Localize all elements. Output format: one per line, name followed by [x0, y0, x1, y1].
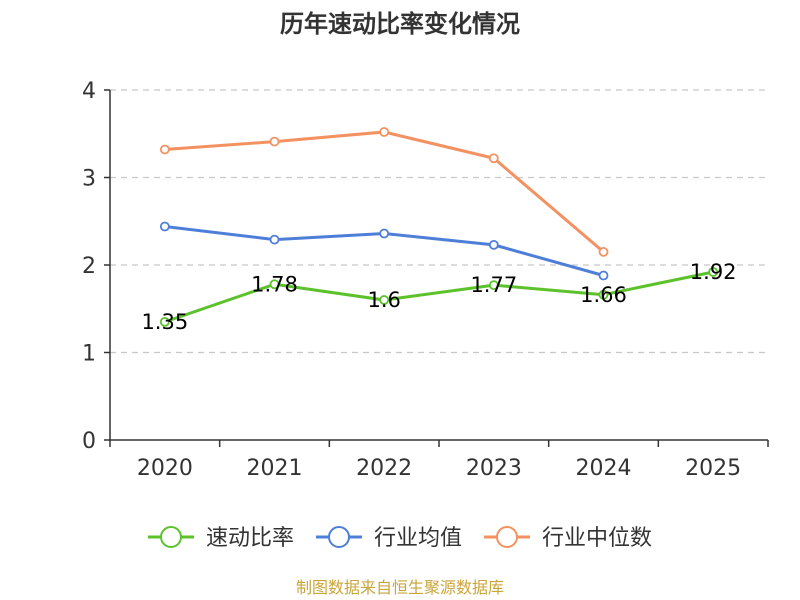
legend-label-0: 速动比率 [206, 526, 294, 551]
series-1-point-2021 [269, 234, 280, 245]
legend-marker-1 [328, 526, 350, 548]
x-tick-label-2023: 2023 [466, 456, 522, 481]
legend-marker-2 [496, 526, 518, 548]
series-0-point-2022 [379, 295, 390, 305]
data-label-2020: 1.35 [141, 310, 188, 334]
data-label-2023: 1.77 [470, 273, 517, 297]
x-tick-label-2025: 2025 [685, 456, 741, 481]
series-1-point-2020 [159, 221, 170, 232]
y-tick-label-2: 2 [82, 254, 96, 279]
grid-lines [110, 89, 768, 354]
legend-label-2: 行业中位数 [542, 526, 652, 551]
series-0-point-2023 [488, 280, 499, 291]
x-tick-label-2021: 2021 [247, 456, 303, 481]
y-tick-label-4: 4 [82, 79, 96, 104]
data-label-2024: 1.66 [580, 283, 627, 307]
data-labels: 1.35 1.78 1.6 1.77 1.66 1.92 [141, 260, 736, 334]
data-label-2022: 1.6 [367, 288, 400, 312]
x-tick-label-2020: 2020 [137, 456, 193, 481]
x-tick-label-2022: 2022 [356, 456, 412, 481]
series-2-point-2024 [598, 246, 609, 257]
legend-label-1: 行业均值 [374, 526, 462, 551]
data-label-2021: 1.78 [251, 272, 298, 296]
series-0-point-2020 [159, 316, 170, 327]
series-line-0 [163, 270, 715, 324]
series-2-point-2020 [159, 144, 170, 155]
y-axis: 0 1 2 3 4 [82, 79, 111, 454]
y-tick-label-3: 3 [82, 167, 96, 192]
series-1-point-2024 [598, 270, 609, 281]
data-label-2025: 1.92 [690, 260, 737, 284]
y-tick-label-0: 0 [82, 429, 96, 454]
series-1-point-2022 [379, 228, 390, 239]
source-note: 制图数据来自恒生聚源数据库 [296, 578, 504, 597]
x-tick-label-2024: 2024 [576, 456, 632, 481]
series-1-point-2023 [488, 239, 499, 250]
legend-marker-0 [160, 526, 182, 548]
series-0-point-2024 [598, 289, 609, 300]
series-2-point-2022 [379, 127, 390, 137]
series-group [159, 127, 719, 327]
series-0-point-2021 [269, 279, 280, 290]
chart-title: 历年速动比率变化情况 [280, 10, 520, 38]
series-0-point-2025 [708, 267, 719, 277]
series-2-point-2021 [269, 136, 280, 147]
legend[interactable]: 速动比率 行业均值 行业中位数 [148, 526, 652, 551]
y-tick-label-1: 1 [82, 342, 96, 367]
x-axis: 2020 2021 2022 2023 2024 2025 [109, 439, 769, 481]
series-2-point-2023 [488, 153, 499, 164]
